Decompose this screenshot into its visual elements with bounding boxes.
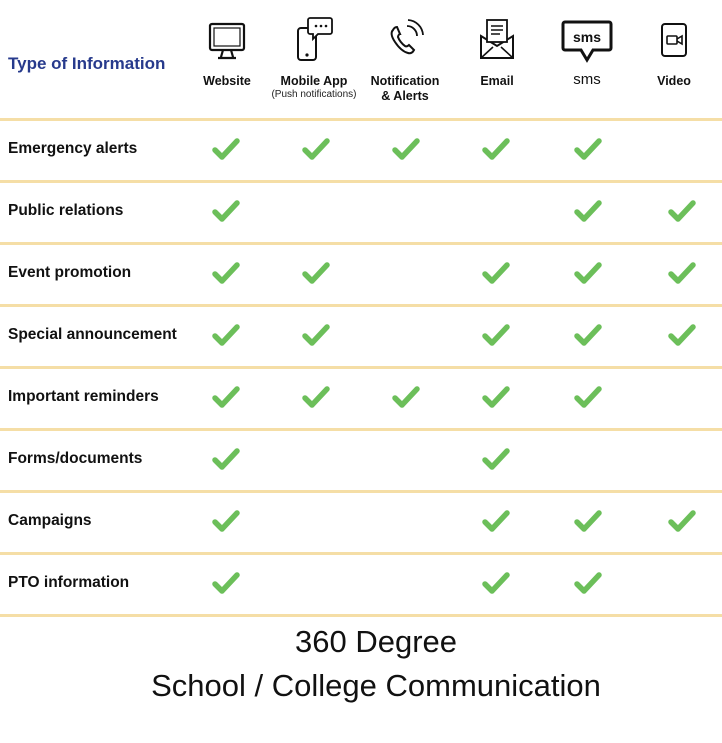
checkmark-icon	[574, 386, 602, 408]
phone-ringing-icon	[390, 19, 424, 55]
checkmark-icon	[212, 262, 240, 284]
channel-sub-mobile-app: (Push notifications)	[271, 89, 357, 100]
checkmark-icon	[574, 138, 602, 160]
table-row: Campaigns	[0, 490, 722, 552]
checkmark-icon	[212, 510, 240, 532]
table-row: Important reminders	[0, 366, 722, 428]
table-row: Emergency alerts	[0, 118, 722, 180]
caption-line-2: School / College Communication	[151, 668, 601, 703]
monitor-icon	[208, 22, 246, 60]
row-label: Forms/documents	[8, 450, 143, 467]
channel-label-email: Email	[480, 74, 514, 88]
channel-label-mobile-app: Mobile App	[280, 74, 348, 88]
checkmark-icon	[482, 448, 510, 470]
table-row: Special announcement	[0, 304, 722, 366]
checkmark-icon	[392, 386, 420, 408]
sms-icon-text: sms	[573, 29, 601, 45]
row-label: Special announcement	[8, 326, 177, 343]
checkmark-icon	[574, 262, 602, 284]
channel-mobile-app: Mobile App (Push notifications)	[264, 14, 364, 101]
checkmark-icon	[482, 510, 510, 532]
checkmark-icon	[574, 200, 602, 222]
checkmark-icon	[302, 324, 330, 346]
checkmark-icon	[212, 200, 240, 222]
envelope-letter-icon	[480, 19, 514, 59]
channel-label-sms: sms	[573, 71, 601, 88]
caption: 360 Degree School / College Communicatio…	[0, 620, 722, 708]
checkmark-icon	[668, 510, 696, 532]
channel-video: Video	[624, 14, 722, 89]
row-label: Emergency alerts	[8, 140, 138, 157]
row-label: PTO information	[8, 574, 130, 591]
table-row: PTO information	[0, 552, 722, 617]
checkmark-icon	[668, 262, 696, 284]
checkmark-icon	[668, 324, 696, 346]
channel-website: Website	[177, 14, 277, 89]
checkmark-icon	[212, 572, 240, 594]
channel-label-website: Website	[203, 74, 251, 88]
mobile-chat-icon	[297, 17, 333, 61]
checkmark-icon	[302, 138, 330, 160]
row-label: Event promotion	[8, 264, 132, 281]
table-row: Public relations	[0, 180, 722, 242]
table-row: Event promotion	[0, 242, 722, 304]
checkmark-icon	[212, 324, 240, 346]
row-label: Campaigns	[8, 512, 92, 529]
checkmark-icon	[574, 324, 602, 346]
checkmark-icon	[482, 324, 510, 346]
checkmark-icon	[212, 386, 240, 408]
checkmark-icon	[212, 138, 240, 160]
channel-label-notification: Notification & Alerts	[355, 74, 455, 104]
table-row: Forms/documents	[0, 428, 722, 490]
checkmark-icon	[482, 262, 510, 284]
type-of-information-heading: Type of Information	[8, 54, 166, 73]
row-label: Important reminders	[8, 388, 159, 405]
sms-bubble-icon: sms	[561, 20, 613, 63]
channel-label-notification-line2: & Alerts	[381, 89, 429, 103]
checkmark-icon	[482, 386, 510, 408]
channel-email: Email	[447, 14, 547, 89]
checkmark-icon	[482, 572, 510, 594]
channel-label-notification-line1: Notification	[370, 74, 440, 88]
channel-notification: Notification & Alerts	[355, 14, 455, 104]
channel-sms: sms sms	[537, 14, 637, 87]
checkmark-icon	[302, 262, 330, 284]
checkmark-icon	[392, 138, 420, 160]
checkmark-icon	[482, 138, 510, 160]
checkmark-icon	[574, 510, 602, 532]
matrix-header: Type of Information Website Mobile App (…	[0, 0, 722, 118]
checkmark-icon	[302, 386, 330, 408]
video-camera-icon	[661, 23, 687, 57]
checkmark-icon	[668, 200, 696, 222]
channel-label-video: Video	[657, 74, 691, 88]
caption-line-1: 360 Degree	[294, 624, 457, 659]
row-label: Public relations	[8, 202, 124, 219]
checkmark-icon	[212, 448, 240, 470]
matrix-rows: Emergency alerts Public relations Event pr…	[0, 118, 722, 617]
checkmark-icon	[574, 572, 602, 594]
